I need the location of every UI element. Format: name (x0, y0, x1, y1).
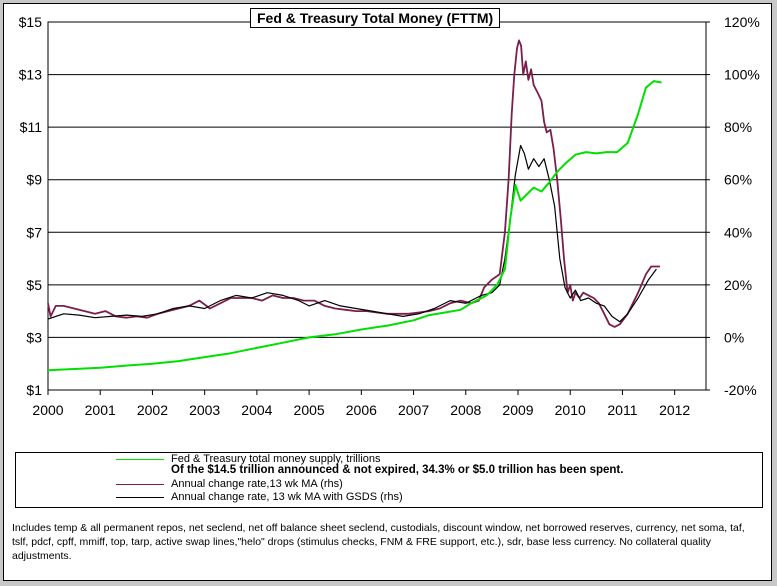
legend-label: Fed & Treasury total money supply, trill… (171, 453, 381, 465)
x-tick-label: 2004 (241, 402, 272, 418)
x-tick-label: 2010 (555, 402, 586, 418)
legend: Fed & Treasury total money supply, trill… (15, 452, 763, 508)
series-line (47, 144, 657, 323)
legend-swatch-maroon (116, 484, 164, 485)
y-left-tick-label: $11 (20, 119, 43, 135)
series-lines (47, 39, 662, 372)
y-right-tick-label: 40% (724, 224, 752, 240)
y-left-tick-label: $9 (26, 172, 42, 188)
y-right-tick-label: 120% (724, 14, 760, 30)
y-left-tick-label: $13 (19, 67, 43, 83)
y-axis-left: $1 $3 $5 $7 $9 $11 $13 $15 (19, 14, 43, 398)
y-left-tick-label: $15 (19, 14, 43, 30)
x-tick-label: 2008 (450, 402, 481, 418)
x-tick-label: 2009 (502, 402, 533, 418)
x-axis: 2000 2001 2002 2003 2004 2005 2006 2007 2008 2009… (32, 390, 690, 418)
x-tick-label: 2012 (659, 402, 690, 418)
chart-title: Fed & Treasury Total Money (FTTM) (250, 8, 501, 28)
footnote: Includes temp & all permanent repos, net… (12, 522, 745, 562)
legend-swatch-black (116, 497, 164, 498)
y-right-tick-label: 0% (724, 329, 744, 345)
legend-note: Of the $14.5 trillion announced & not ex… (171, 464, 624, 476)
y-axis-right: -20% 0% 20% 40% 60% 80% 100% 120% (706, 14, 760, 398)
x-tick-label: 2000 (32, 402, 63, 418)
legend-swatch-green (116, 459, 164, 460)
y-left-tick-label: $3 (26, 329, 42, 345)
series-line (47, 39, 660, 328)
y-right-tick-label: -20% (724, 382, 757, 398)
x-tick-label: 2007 (398, 402, 429, 418)
y-right-tick-label: 20% (724, 277, 752, 293)
legend-label: Annual change rate, 13 wk MA with GSDS (… (171, 491, 403, 503)
series-line (47, 80, 662, 372)
x-tick-label: 2001 (85, 402, 116, 418)
legend-label: Annual change rate,13 wk MA (rhs) (171, 478, 343, 490)
y-left-tick-label: $5 (26, 277, 42, 293)
y-left-tick-label: $1 (26, 382, 42, 398)
y-right-tick-label: 100% (724, 67, 760, 83)
x-tick-label: 2006 (346, 402, 377, 418)
y-right-tick-label: 60% (724, 172, 752, 188)
x-tick-label: 2005 (294, 402, 325, 418)
y-left-tick-label: $7 (26, 224, 42, 240)
grid-lines (48, 74, 706, 338)
x-tick-label: 2011 (607, 402, 637, 418)
x-tick-label: 2002 (137, 402, 168, 418)
x-tick-label: 2003 (189, 402, 220, 418)
y-right-tick-label: 80% (724, 119, 752, 135)
plot-area-border (47, 21, 707, 391)
